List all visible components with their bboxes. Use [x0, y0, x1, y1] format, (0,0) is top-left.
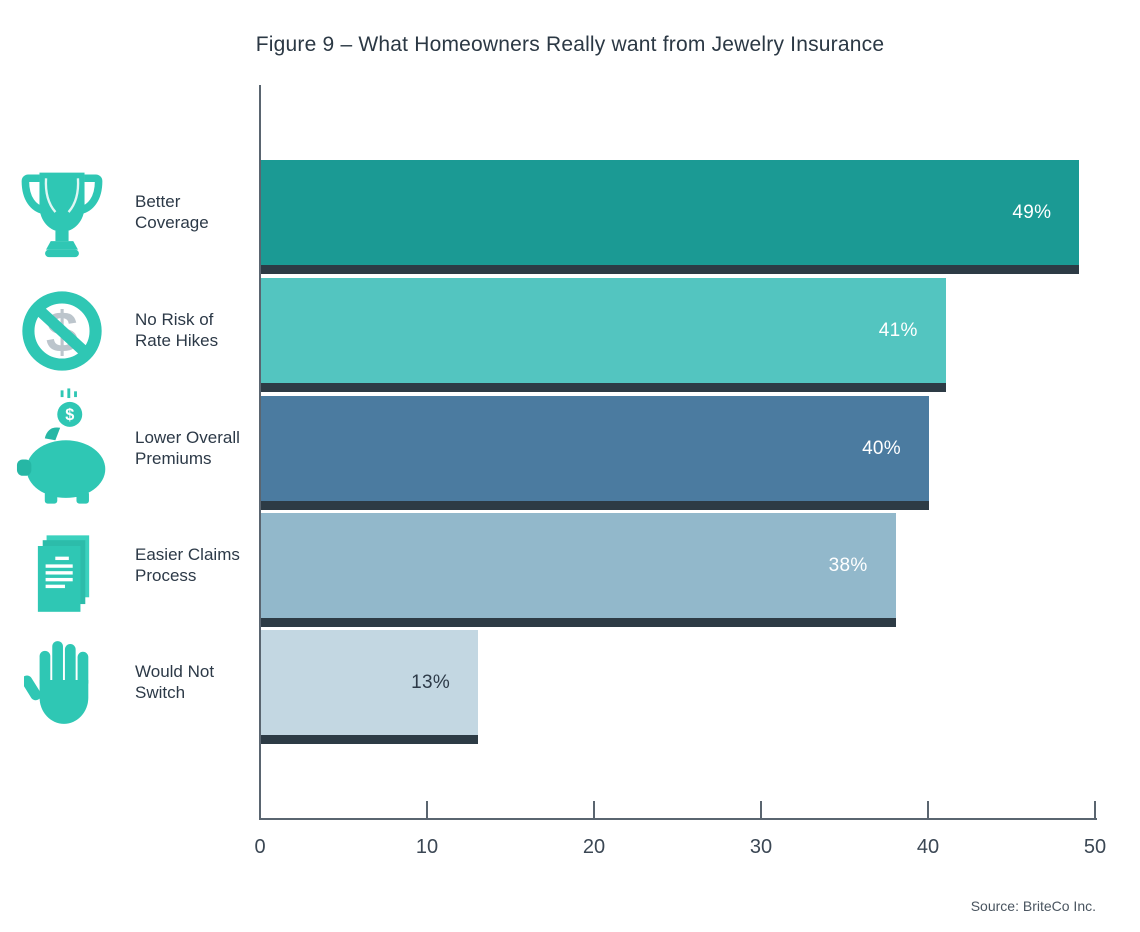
category-label: Would Not Switch	[135, 661, 260, 703]
category-label: Better Coverage	[135, 191, 260, 233]
bar-row: Would Not Switch 13%	[0, 630, 1140, 747]
bar-row: Easier Claims Process 38%	[0, 513, 1140, 630]
trophy-icon	[18, 167, 106, 259]
category-label-line: Rate Hikes	[135, 331, 219, 350]
category-label-line: Premiums	[135, 449, 212, 468]
hand-icon	[24, 638, 100, 726]
piggy-bank-icon: $	[16, 388, 112, 506]
bar-row: Better Coverage 49%	[0, 160, 1140, 277]
x-axis-tick-label: 50	[1083, 836, 1107, 858]
category-label-line: Easier Claims	[135, 545, 240, 564]
x-axis-tick	[760, 801, 762, 818]
x-axis-tick	[426, 801, 428, 818]
category-label-line: Better	[135, 192, 181, 211]
bar-row: $ Lower Overall Premiums 40%	[0, 388, 1140, 513]
bar: 38%	[261, 513, 896, 627]
category-label-line: No Risk of	[135, 310, 214, 329]
category-label-line: Coverage	[135, 213, 209, 232]
value-label: 38%	[828, 555, 868, 576]
category-label: Lower Overall Premiums	[135, 427, 260, 469]
value-label: 41%	[878, 320, 918, 341]
x-axis-line	[259, 818, 1097, 820]
x-axis-tick-label: 40	[916, 836, 940, 858]
chart-title: Figure 9 – What Homeowners Really want f…	[255, 33, 885, 56]
category-label: No Risk of Rate Hikes	[135, 309, 260, 351]
bar: 13%	[261, 630, 479, 744]
value-label: 13%	[411, 672, 451, 693]
value-label: 40%	[862, 438, 901, 459]
x-axis-tick-label: 30	[749, 836, 773, 858]
x-axis-tick-label: 10	[415, 836, 439, 858]
y-axis-line	[259, 85, 261, 820]
category-label-line: Lower Overall	[135, 428, 240, 447]
category-label: Easier Claims Process	[135, 544, 260, 586]
no-dollar-icon: $	[20, 286, 104, 376]
bar-row: $ No Risk of Rate Hikes 41%	[0, 278, 1140, 395]
category-label-line: Process	[135, 566, 197, 585]
bar: 40%	[261, 396, 929, 510]
x-axis-tick	[1094, 801, 1096, 818]
x-axis-tick-label: 0	[254, 836, 266, 858]
documents-icon	[34, 535, 94, 617]
value-label: 49%	[1012, 202, 1052, 223]
x-axis-tick-label: 20	[582, 836, 606, 858]
svg-text:$: $	[65, 406, 74, 424]
x-axis-tick	[593, 801, 595, 818]
x-axis-tick	[927, 801, 929, 818]
category-label-line: Would Not	[135, 662, 215, 681]
source-note: Source: BriteCo Inc.	[970, 898, 1096, 914]
bar: 49%	[261, 160, 1080, 274]
bar: 41%	[261, 278, 946, 392]
category-label-line: Switch	[135, 683, 186, 702]
